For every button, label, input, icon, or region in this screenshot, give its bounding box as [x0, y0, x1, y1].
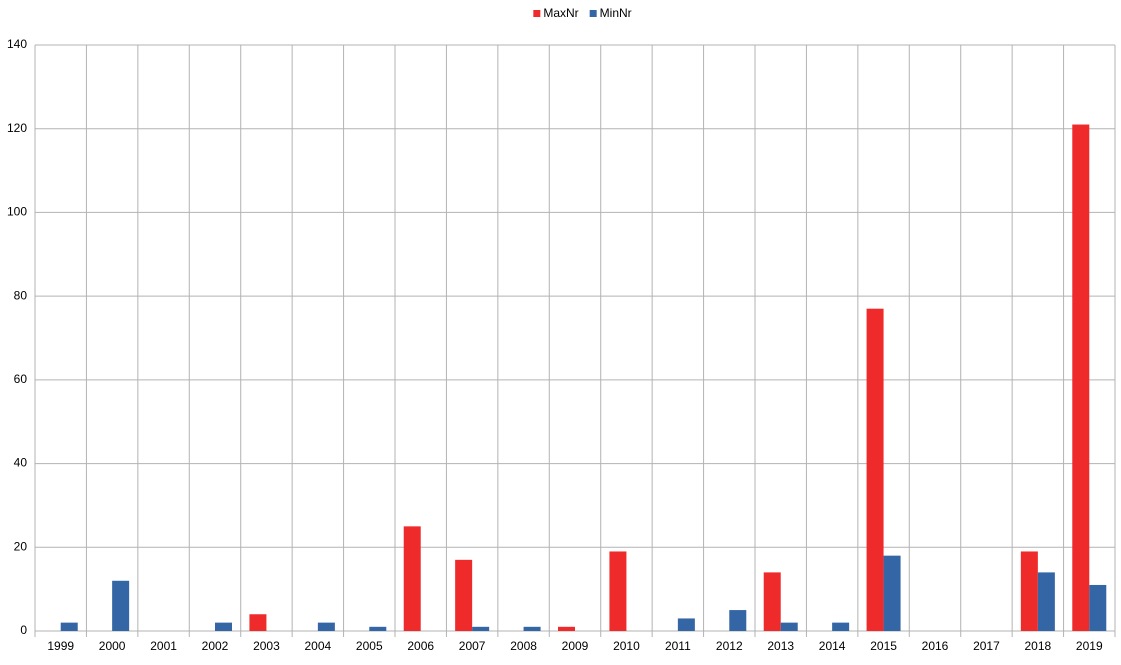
- x-tick-label: 2007: [459, 639, 486, 653]
- bar: [523, 626, 541, 631]
- x-tick-label: 2001: [150, 639, 177, 653]
- x-tick-label: 2016: [922, 639, 949, 653]
- legend-swatch: [533, 10, 541, 17]
- bar: [472, 626, 490, 631]
- y-tick-label: 40: [14, 456, 28, 470]
- bar: [369, 626, 387, 631]
- bar: [883, 555, 901, 631]
- x-tick-label: 2014: [819, 639, 846, 653]
- y-tick-label: 100: [7, 205, 27, 219]
- x-tick-label: 1999: [47, 639, 74, 653]
- bar: [866, 308, 884, 631]
- bar: [1072, 124, 1090, 632]
- bar: [1089, 584, 1107, 631]
- y-tick-label: 80: [14, 288, 28, 302]
- x-tick-label: 2002: [202, 639, 229, 653]
- bar: [249, 614, 267, 631]
- x-tick-label: 2015: [870, 639, 897, 653]
- x-tick-label: 2000: [99, 639, 126, 653]
- bar: [729, 610, 747, 631]
- bar: [677, 618, 695, 631]
- x-tick-label: 2003: [253, 639, 280, 653]
- x-tick-label: 2011: [665, 639, 691, 653]
- y-tick-label: 0: [20, 623, 27, 637]
- x-tick-label: 2006: [407, 639, 434, 653]
- bar: [317, 622, 335, 631]
- bar: [60, 622, 78, 631]
- y-tick-label: 20: [14, 539, 28, 553]
- x-tick-label: 2017: [973, 639, 1000, 653]
- legend-label: MaxNr: [543, 6, 578, 20]
- y-tick-label: 60: [14, 372, 28, 386]
- bar: [780, 622, 798, 631]
- x-tick-label: 2018: [1025, 639, 1052, 653]
- x-tick-label: 2013: [767, 639, 794, 653]
- legend-label: MinNr: [600, 6, 632, 20]
- bar: [558, 626, 575, 631]
- legend-swatch: [589, 10, 597, 17]
- x-tick-label: 2009: [562, 639, 589, 653]
- x-tick-label: 2012: [716, 639, 743, 653]
- bar: [215, 622, 232, 631]
- bar: [1020, 551, 1038, 631]
- x-tick-label: 2008: [510, 639, 537, 653]
- bar: [832, 622, 850, 631]
- y-tick-label: 140: [7, 37, 27, 51]
- y-tick-label: 120: [7, 121, 27, 135]
- x-tick-label: 2019: [1076, 639, 1103, 653]
- bar: [1037, 572, 1055, 631]
- x-tick-label: 2005: [356, 639, 383, 653]
- bar: [403, 526, 421, 631]
- x-tick-label: 2010: [613, 639, 640, 653]
- bar: [112, 580, 130, 631]
- bar: [455, 559, 473, 631]
- x-tick-label: 2004: [305, 639, 332, 653]
- bar: [609, 551, 627, 631]
- bar: [763, 572, 781, 631]
